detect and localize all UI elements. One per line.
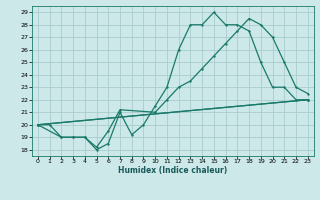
X-axis label: Humidex (Indice chaleur): Humidex (Indice chaleur) [118,166,228,175]
